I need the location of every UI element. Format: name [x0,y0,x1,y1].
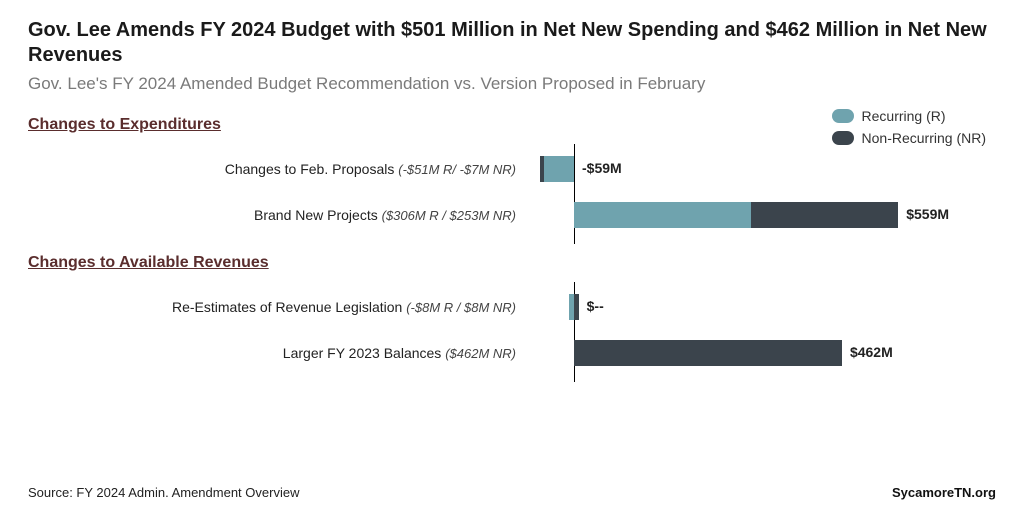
legend: Recurring (R) Non-Recurring (NR) [832,108,986,152]
table-row: Larger FY 2023 Balances ($462M NR) $462M [28,332,996,374]
section-title-revenues: Changes to Available Revenues [28,254,996,272]
legend-item-recurring: Recurring (R) [832,108,986,124]
revenue-rows: Re-Estimates of Revenue Legislation (-$8… [28,286,996,374]
value-label: $-- [587,298,604,314]
bar-zone: $-- [528,286,996,328]
value-label: $462M [850,344,893,360]
row-label: Larger FY 2023 Balances ($462M NR) [28,345,528,361]
bar-segment-nonrecurring [574,340,842,366]
legend-label-nonrecurring: Non-Recurring (NR) [862,130,986,146]
table-row: Changes to Feb. Proposals (-$51M R/ -$7M… [28,148,996,190]
bar-zone: $462M [528,332,996,374]
table-row: Re-Estimates of Revenue Legislation (-$8… [28,286,996,328]
page-subtitle: Gov. Lee's FY 2024 Amended Budget Recomm… [28,74,996,94]
chart-area: Recurring (R) Non-Recurring (NR) Changes… [28,116,996,374]
value-label: $559M [906,206,949,222]
footer-source: Source: FY 2024 Admin. Amendment Overvie… [28,485,299,500]
value-label: -$59M [582,160,622,176]
row-label: Changes to Feb. Proposals (-$51M R/ -$7M… [28,161,528,177]
expenditure-rows: Changes to Feb. Proposals (-$51M R/ -$7M… [28,148,996,236]
table-row: Brand New Projects ($306M R / $253M NR) $… [28,194,996,236]
page-title: Gov. Lee Amends FY 2024 Budget with $501… [28,18,996,68]
bar-segment-nonrecurring [751,202,898,228]
swatch-nonrecurring [832,131,854,145]
row-label: Brand New Projects ($306M R / $253M NR) [28,207,528,223]
row-label: Re-Estimates of Revenue Legislation (-$8… [28,299,528,315]
footer: Source: FY 2024 Admin. Amendment Overvie… [28,485,996,500]
legend-item-nonrecurring: Non-Recurring (NR) [832,130,986,146]
bar-segment-recurring [574,202,751,228]
bar-segment-nonrecurring [574,294,579,320]
bar-zone: -$59M [528,148,996,190]
bar-segment-recurring [544,156,574,182]
swatch-recurring [832,109,854,123]
bar-segment-nonrecurring [540,156,544,182]
footer-brand: SycamoreTN.org [892,485,996,500]
legend-label-recurring: Recurring (R) [862,108,946,124]
bar-zone: $559M [528,194,996,236]
